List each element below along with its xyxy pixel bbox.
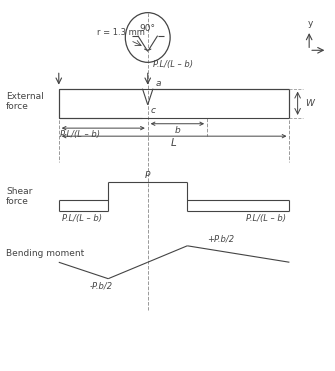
Text: W: W	[305, 99, 314, 108]
Text: Shear
force: Shear force	[6, 187, 32, 206]
Text: c: c	[150, 106, 155, 115]
Text: P.L/(L – b): P.L/(L – b)	[153, 60, 193, 69]
Text: +P.b/2: +P.b/2	[207, 235, 234, 244]
Text: Bending moment: Bending moment	[6, 249, 84, 257]
Text: External
force: External force	[6, 92, 44, 111]
Text: 90°: 90°	[140, 24, 156, 33]
Text: P.L/(L – b): P.L/(L – b)	[246, 214, 286, 223]
Text: -P.b/2: -P.b/2	[90, 282, 113, 290]
Text: a: a	[156, 79, 161, 88]
Text: P: P	[145, 171, 150, 180]
Text: y: y	[308, 19, 314, 27]
Text: L: L	[171, 138, 177, 148]
Text: P.L/(L – b): P.L/(L – b)	[60, 129, 100, 139]
Text: P.L/(L – b): P.L/(L – b)	[62, 214, 102, 223]
Text: b: b	[175, 125, 180, 135]
Text: r = 1.3 mm: r = 1.3 mm	[97, 27, 145, 36]
